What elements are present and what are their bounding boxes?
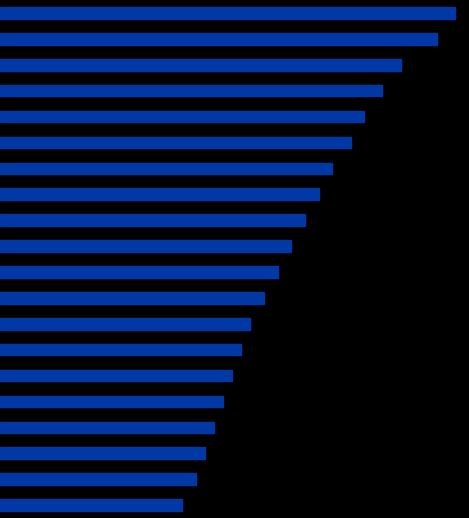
Bar <box>0 318 250 329</box>
Bar <box>0 111 364 122</box>
Bar <box>0 33 437 45</box>
Bar <box>0 344 242 355</box>
Bar <box>0 189 319 200</box>
Bar <box>0 7 455 19</box>
Bar <box>0 292 264 304</box>
Bar <box>0 499 182 511</box>
Bar <box>0 240 291 252</box>
Bar <box>0 422 214 433</box>
Bar <box>0 163 333 174</box>
Bar <box>0 59 401 70</box>
Bar <box>0 214 305 226</box>
Bar <box>0 266 278 278</box>
Bar <box>0 137 351 148</box>
Bar <box>0 370 232 381</box>
Bar <box>0 473 196 485</box>
Bar <box>0 448 205 459</box>
Bar <box>0 85 383 96</box>
Bar <box>0 396 223 407</box>
